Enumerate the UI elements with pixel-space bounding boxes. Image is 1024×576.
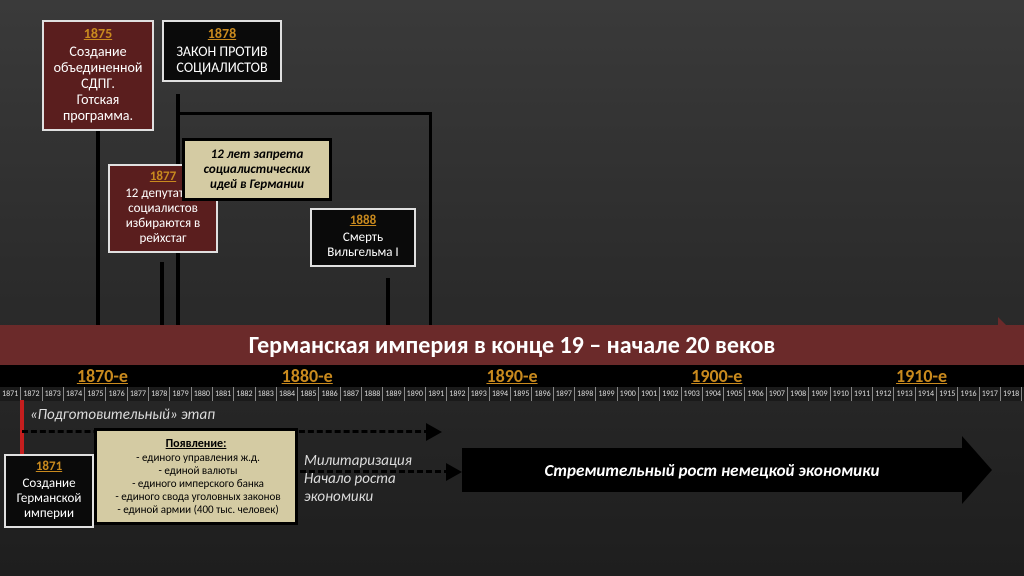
event-1875-year: 1875: [50, 26, 146, 42]
event-1875: 1875 Создание объединенной СДПГ. Готская…: [42, 20, 154, 131]
year-ticks: 1871187218731874187518761877187818791880…: [0, 387, 1024, 401]
decade-1910: 1910-е: [819, 365, 1024, 387]
prep-stage-label: «Подготовительный» этап: [30, 406, 215, 424]
event-1878-year: 1878: [170, 26, 274, 42]
year-tick: 1913: [894, 387, 915, 401]
growth-arrow-text: Стремительный рост немецкой экономики: [545, 460, 880, 481]
growth-lead-arrow: [300, 470, 450, 473]
appearance-box: Появление: - единого управления ж.д. - е…: [94, 428, 298, 525]
appearance-item-3: единого свода уголовных законов: [121, 490, 280, 503]
decade-row: 1870-е 1880-е 1890-е 1900-е 1910-е: [0, 365, 1024, 387]
event-1888-text: Смерть Вильгельма I: [318, 231, 408, 261]
connector-1888: [386, 278, 390, 328]
year-tick: 1917: [980, 387, 1001, 401]
connector-1877: [160, 262, 164, 328]
year-tick: 1873: [43, 387, 64, 401]
year-tick: 1906: [745, 387, 766, 401]
year-tick: 1880: [192, 387, 213, 401]
appearance-item: - единой армии (400 тыс. человек): [109, 503, 287, 516]
year-tick: 1872: [21, 387, 42, 401]
year-tick: 1895: [511, 387, 532, 401]
decade-1870: 1870-е: [0, 365, 205, 387]
event-1878-text: ЗАКОН ПРОТИВ СОЦИАЛИСТОВ: [170, 44, 274, 76]
decade-1880: 1880-е: [205, 365, 410, 387]
connector-1875: [96, 128, 100, 328]
year-tick: 1918: [1001, 387, 1022, 401]
year-tick: 1898: [575, 387, 596, 401]
year-tick: 1881: [213, 387, 234, 401]
year-tick: 1894: [490, 387, 511, 401]
year-tick: 1878: [149, 387, 170, 401]
year-tick: 1893: [469, 387, 490, 401]
event-1875-text: Создание объединенной СДПГ. Готская прог…: [50, 44, 146, 124]
event-1871-text: Создание Германской империи: [12, 477, 86, 522]
year-tick: 1890: [405, 387, 426, 401]
year-tick: 1877: [128, 387, 149, 401]
timeline-main-band: Германская империя в конце 19 – начале 2…: [0, 325, 1024, 365]
year-tick: 1910: [831, 387, 852, 401]
year-tick: 1871: [0, 387, 21, 401]
year-tick: 1908: [788, 387, 809, 401]
year-tick: 1875: [85, 387, 106, 401]
event-1871-year: 1871: [12, 460, 86, 475]
event-1871: 1871 Создание Германской империи: [4, 454, 94, 528]
year-tick: 1914: [916, 387, 937, 401]
year-tick: 1899: [596, 387, 617, 401]
year-tick: 1902: [660, 387, 681, 401]
appearance-item-2: единого имперского банка: [138, 477, 264, 490]
year-tick: 1885: [298, 387, 319, 401]
year-tick: 1888: [362, 387, 383, 401]
year-tick: 1889: [383, 387, 404, 401]
decade-1890: 1890-е: [410, 365, 615, 387]
year-tick: 1900: [618, 387, 639, 401]
year-tick: 1916: [958, 387, 979, 401]
year-tick: 1901: [639, 387, 660, 401]
year-tick: 1887: [341, 387, 362, 401]
appearance-item: - единого управления ж.д.: [109, 451, 287, 464]
year-tick: 1912: [873, 387, 894, 401]
appearance-title: Появление:: [105, 437, 287, 451]
appearance-item-0: единого управления ж.д.: [142, 451, 260, 464]
year-tick: 1884: [277, 387, 298, 401]
appearance-item-1: единой валюты: [164, 464, 237, 477]
year-tick: 1876: [106, 387, 127, 401]
ban-bracket-right: [429, 112, 432, 328]
year-tick: 1897: [554, 387, 575, 401]
year-tick: 1883: [256, 387, 277, 401]
event-1888-year: 1888: [318, 214, 408, 229]
ban-period-box: 12 лет запрета социалистических идей в Г…: [182, 138, 332, 201]
year-tick: 1892: [447, 387, 468, 401]
year-tick: 1909: [809, 387, 830, 401]
appearance-item: - единого имперского банка: [109, 477, 287, 490]
decade-1900: 1900-е: [614, 365, 819, 387]
year-tick: 1874: [64, 387, 85, 401]
year-tick: 1879: [170, 387, 191, 401]
year-tick: 1886: [319, 387, 340, 401]
year-tick: 1911: [852, 387, 873, 401]
year-tick: 1882: [234, 387, 255, 401]
appearance-item: - единой валюты: [109, 464, 287, 477]
appearance-item: - единого свода уголовных законов: [109, 490, 287, 503]
event-1888: 1888 Смерть Вильгельма I: [310, 208, 416, 267]
year-tick: 1915: [937, 387, 958, 401]
growth-arrow: Стремительный рост немецкой экономики: [462, 448, 962, 492]
event-1878: 1878 ЗАКОН ПРОТИВ СОЦИАЛИСТОВ: [162, 20, 282, 82]
year-tick: 1907: [767, 387, 788, 401]
year-tick: 1905: [724, 387, 745, 401]
year-tick: 1891: [426, 387, 447, 401]
timeline-title: Германская империя в конце 19 – начале 2…: [249, 331, 775, 360]
appearance-list: - единого управления ж.д. - единой валют…: [105, 451, 287, 516]
ban-period-text: 12 лет запрета социалистических идей в Г…: [204, 147, 311, 192]
marker-1871: [20, 400, 24, 456]
year-tick: 1904: [703, 387, 724, 401]
year-tick: 1896: [532, 387, 553, 401]
year-tick: 1903: [682, 387, 703, 401]
militarization-label: Милитаризация Начало роста экономики: [304, 452, 412, 506]
appearance-item-4: единой армии (400 тыс. человек): [123, 503, 278, 516]
ban-bracket: [176, 112, 432, 126]
